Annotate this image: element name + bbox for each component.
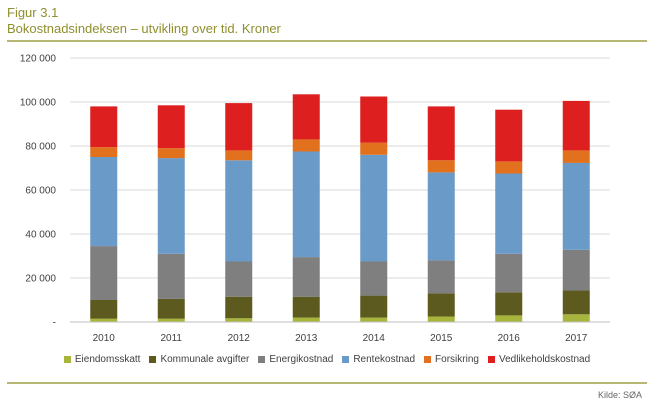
x-tick-label: 2014 — [363, 333, 386, 344]
bar-segment — [427, 260, 455, 294]
y-tick-label: 40 000 — [25, 230, 56, 241]
legend-swatch — [63, 356, 71, 363]
y-tick-label: 120 000 — [20, 54, 57, 65]
x-tick-label: 2011 — [160, 333, 182, 344]
bar-segment — [157, 298, 185, 319]
source-note: Kilde: SØA — [597, 390, 642, 400]
header-rule — [7, 40, 647, 42]
legend-item: Kommunale avgifter — [149, 354, 249, 365]
legend-label: Rentekostnad — [353, 354, 416, 365]
bar-segment — [90, 157, 118, 247]
bar-segment — [90, 300, 118, 319]
bar-segment — [157, 318, 185, 322]
y-tick-label: 100 000 — [20, 98, 57, 109]
bar-segment — [157, 253, 185, 299]
bar-segment — [495, 253, 523, 293]
bar-segment — [360, 154, 388, 262]
bar-segment — [225, 103, 253, 151]
bar-segment — [360, 317, 388, 322]
bar-segment — [495, 109, 523, 162]
y-tick-label: - — [53, 318, 56, 329]
bar-segment — [562, 290, 590, 315]
bar-segment — [562, 249, 590, 291]
x-tick-label: 2016 — [498, 333, 521, 344]
legend-item: Eiendomsskatt — [63, 354, 141, 365]
bar-segment — [292, 317, 320, 322]
bar-segment — [495, 173, 523, 254]
legend-item: Forsikring — [424, 354, 479, 365]
x-tick-label: 2010 — [93, 333, 116, 344]
bar-segment — [90, 318, 118, 322]
bar-segment — [225, 296, 253, 319]
figure-label: Figur 3.1 — [7, 5, 59, 20]
bar-segment — [225, 160, 253, 262]
bar-segment — [157, 105, 185, 149]
bar-segment — [360, 96, 388, 143]
legend-label: Energikostnad — [269, 354, 334, 365]
x-tick-label: 2015 — [430, 333, 453, 344]
bar-segment — [157, 148, 185, 159]
bar-segment — [360, 142, 388, 155]
bar-segment — [562, 150, 590, 163]
y-tick-label: 20 000 — [25, 274, 56, 285]
legend-label: Vedlikeholdskostnad — [498, 354, 591, 365]
legend-label: Eiendomsskatt — [74, 354, 141, 365]
bar-segment — [292, 296, 320, 318]
bar-segment — [495, 161, 523, 174]
x-tick-label: 2012 — [228, 333, 251, 344]
bar-segment — [90, 246, 118, 300]
bar-segment — [562, 314, 590, 322]
bar-segment — [495, 292, 523, 316]
legend-swatch — [258, 356, 266, 363]
legend-item: Rentekostnad — [342, 354, 415, 365]
legend-item: Energikostnad — [258, 354, 333, 365]
legend-swatch — [487, 356, 495, 363]
y-tick-label: 80 000 — [25, 142, 56, 153]
bar-segment — [292, 151, 320, 258]
bar-segment — [292, 94, 320, 140]
bar-segment — [225, 261, 253, 297]
figure-subtitle: Bokostnadsindeksen – utvikling over tid.… — [7, 21, 281, 36]
legend-label: Kommunale avgifter — [160, 354, 250, 365]
bar-segment — [292, 257, 320, 297]
bar-segment — [90, 147, 118, 157]
bar-segment — [360, 261, 388, 296]
footer-rule — [7, 382, 647, 384]
x-tick-label: 2017 — [565, 333, 588, 344]
bar-segment — [427, 316, 455, 322]
bar-segment — [562, 100, 590, 151]
bar-segment — [427, 106, 455, 161]
bar-segment — [427, 160, 455, 173]
bar-segment — [360, 295, 388, 318]
bar-segment — [292, 139, 320, 152]
bar-segment — [90, 106, 118, 148]
chart-legend: Eiendomsskatt Kommunale avgifter Energikos… — [0, 354, 654, 365]
legend-item: Vedlikeholdskostnad — [487, 354, 591, 365]
bar-segment — [495, 315, 523, 322]
bar-segment — [562, 162, 590, 250]
figure-header: Figur 3.1 Bokostnadsindeksen – utvikling… — [7, 5, 281, 37]
y-tick-label: 60 000 — [25, 186, 56, 197]
legend-label: Forsikring — [435, 354, 479, 365]
bar-segment — [157, 158, 185, 254]
legend-swatch — [149, 356, 157, 363]
bar-segment — [225, 318, 253, 322]
bar-segment — [427, 293, 455, 317]
bar-segment — [427, 172, 455, 261]
bar-segment — [225, 150, 253, 161]
x-tick-label: 2013 — [295, 333, 318, 344]
legend-swatch — [424, 356, 432, 363]
legend-swatch — [342, 356, 350, 363]
stacked-bar-chart: - 20 000 40 000 60 000 80 000 100 000 120 000 2… — [20, 54, 610, 344]
